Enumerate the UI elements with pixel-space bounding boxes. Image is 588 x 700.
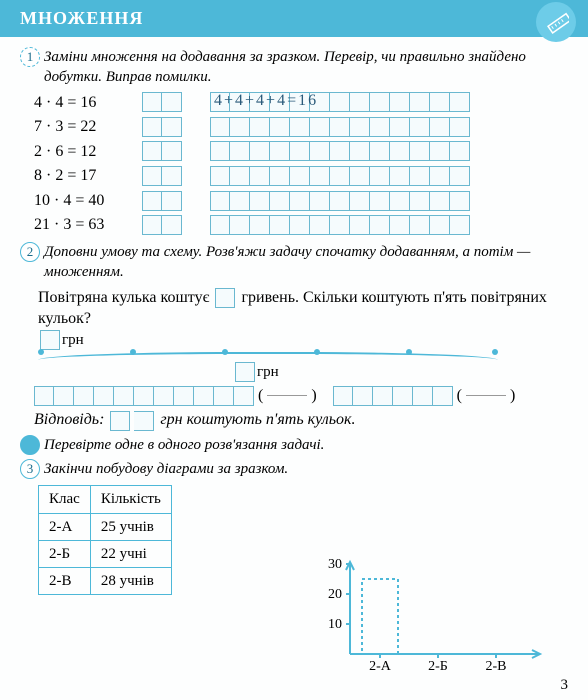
equation-text: 10 · 4 = 40 <box>34 190 142 212</box>
blank-box[interactable] <box>235 362 255 382</box>
work-boxes[interactable] <box>210 215 470 235</box>
page-header: МНОЖЕННЯ <box>0 0 588 37</box>
bar-chart: 10 20 30 2-А 2-Б 2-В <box>320 554 550 674</box>
task-3: 3 Закінчи побудову діаграми за зразком. <box>20 459 568 479</box>
equation-text: 2 · 6 = 12 <box>34 141 142 163</box>
svg-text:10: 10 <box>328 617 342 632</box>
table-header: Клас <box>39 486 91 513</box>
task-1-text: Заміни множення на додавання за зразком.… <box>44 47 568 88</box>
check-icon <box>20 435 40 455</box>
boxes-group[interactable] <box>333 386 453 406</box>
equation-text: 8 · 2 = 17 <box>34 165 142 187</box>
check-boxes[interactable] <box>142 191 182 211</box>
work-row-1: ( ) ( ) <box>34 385 568 407</box>
work-boxes[interactable] <box>210 141 470 161</box>
answer-line: Відповідь: грн коштують п'ять кульок. <box>34 409 568 431</box>
page-content: 1 Заміни множення на додавання за зразко… <box>0 37 588 595</box>
task-2-text: Доповни умову та схему. Розв'яжи задачу … <box>44 242 568 283</box>
blank-box[interactable] <box>40 330 60 350</box>
ruler-icon <box>536 2 576 42</box>
equation-text: 4 · 4 = 16 <box>34 92 142 114</box>
equation-row: 4 · 4 = 16 4+4+4+4=16 <box>34 92 568 114</box>
task-number-3: 3 <box>20 459 40 479</box>
svg-text:20: 20 <box>328 587 342 602</box>
equation-row: 8 · 2 = 17 <box>34 165 568 187</box>
table-row: 2-А 25 учнів <box>39 513 172 540</box>
task-number-1: 1 <box>20 47 40 67</box>
blank-box[interactable] <box>134 411 154 431</box>
task-1: 1 Заміни множення на додавання за зразко… <box>20 47 568 88</box>
equation-row: 2 · 6 = 12 <box>34 141 568 163</box>
work-boxes[interactable]: 4+4+4+4=16 <box>210 92 470 112</box>
table-row: 2-Б 22 учні <box>39 540 172 567</box>
blank-box[interactable] <box>215 288 235 308</box>
blank-box[interactable] <box>110 411 130 431</box>
class-table: Клас Кількість 2-А 25 учнів 2-Б 22 учні … <box>38 485 172 595</box>
equation-text: 21 · 3 = 63 <box>34 214 142 236</box>
task-2: 2 Доповни умову та схему. Розв'яжи задач… <box>20 242 568 283</box>
header-title: МНОЖЕННЯ <box>20 8 143 28</box>
bracket-line <box>38 352 498 360</box>
segment-diagram: грн грн <box>38 334 568 382</box>
check-boxes[interactable] <box>142 141 182 161</box>
table-row: 2-В 28 учнів <box>39 568 172 595</box>
handwritten-answer: 4+4+4+4=16 <box>214 90 318 112</box>
check-boxes[interactable] <box>142 166 182 186</box>
check-boxes[interactable] <box>142 117 182 137</box>
equation-row: 7 · 3 = 22 <box>34 116 568 138</box>
work-boxes[interactable] <box>210 117 470 137</box>
task-number-2: 2 <box>20 242 40 262</box>
equation-row: 21 · 3 = 63 <box>34 214 568 236</box>
equation-text: 7 · 3 = 22 <box>34 116 142 138</box>
svg-text:2-А: 2-А <box>369 659 392 674</box>
task-2-problem: Повітряна кулька коштує гривень. Скільки… <box>38 287 568 330</box>
equations-block: 4 · 4 = 16 4+4+4+4=16 7 · 3 = 22 2 · 6 = 12… <box>20 92 568 237</box>
work-boxes[interactable] <box>210 166 470 186</box>
svg-text:2-В: 2-В <box>486 659 507 674</box>
boxes-group[interactable] <box>34 386 254 406</box>
task-2-check: Перевірте одне в одного розв'язання зада… <box>20 435 568 455</box>
work-boxes[interactable] <box>210 191 470 211</box>
task-3-text: Закінчи побудову діаграми за зразком. <box>44 459 568 479</box>
equation-row: 10 · 4 = 40 <box>34 190 568 212</box>
svg-text:2-Б: 2-Б <box>428 659 448 674</box>
table-header: Кількість <box>90 486 171 513</box>
svg-text:30: 30 <box>328 557 342 572</box>
page-number: 3 <box>561 677 569 694</box>
check-boxes[interactable] <box>142 92 182 112</box>
check-boxes[interactable] <box>142 215 182 235</box>
